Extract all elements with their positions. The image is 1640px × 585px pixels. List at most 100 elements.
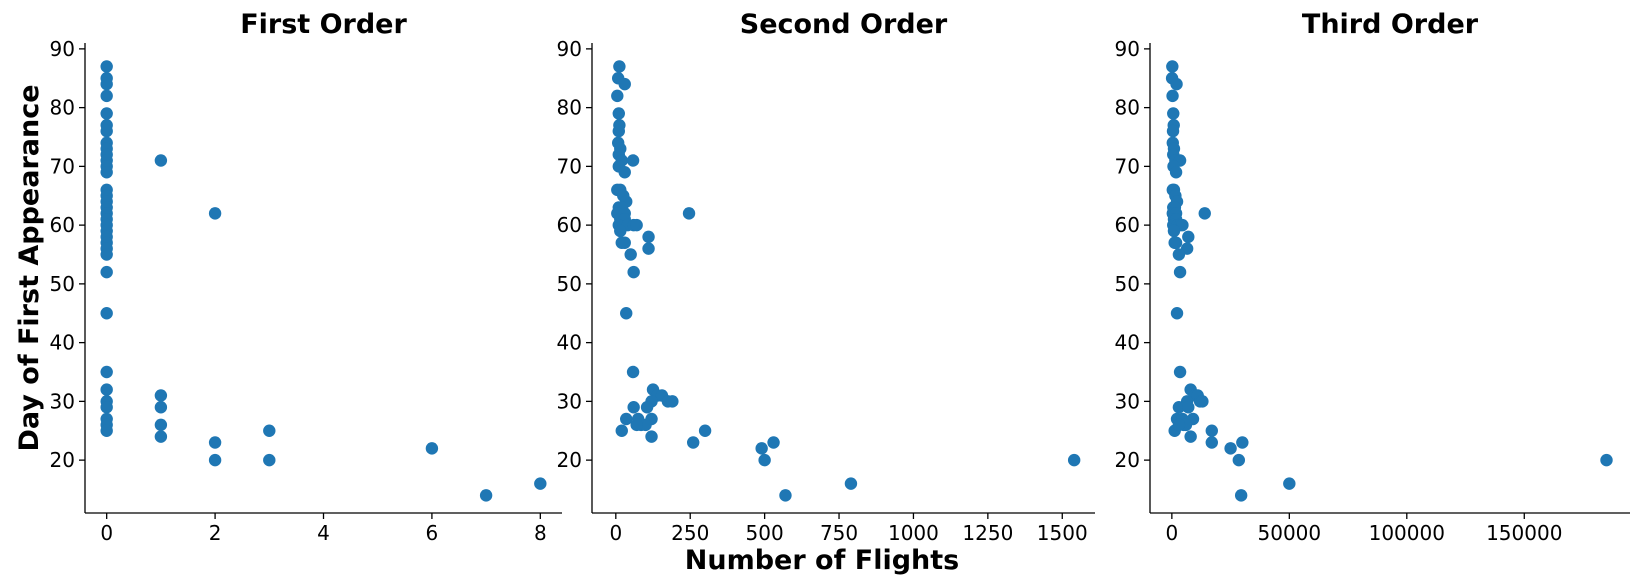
scatter-point — [620, 412, 633, 426]
scatter-point — [100, 383, 113, 396]
scatter-point — [100, 166, 113, 179]
scatter-point — [844, 477, 858, 490]
scatter-point — [1224, 442, 1237, 455]
scatter-point — [767, 436, 780, 449]
scatter-point — [618, 77, 631, 91]
scatter-point — [1205, 436, 1218, 449]
y-tick-label: 70 — [557, 154, 582, 178]
scatter-point — [1067, 453, 1081, 467]
y-tick-label: 30 — [50, 389, 75, 413]
scatter-point — [640, 401, 654, 414]
y-tick-label: 40 — [1115, 331, 1140, 355]
scatter-point — [639, 418, 652, 432]
y-tick-label: 90 — [557, 37, 582, 61]
scatter-point — [1170, 77, 1183, 91]
scatter-point — [611, 89, 624, 103]
scatter-point — [758, 453, 771, 467]
scatter-point — [208, 436, 222, 449]
y-tick-label: 40 — [50, 331, 75, 355]
scatter-point — [627, 265, 640, 279]
scatter-point — [100, 265, 113, 279]
y-tick-label: 30 — [557, 389, 582, 413]
scatter-point — [614, 224, 627, 238]
y-tick-label: 20 — [50, 448, 75, 472]
scatter-point — [626, 154, 640, 167]
scatter-point — [1182, 230, 1195, 244]
scatter-point — [1600, 453, 1613, 467]
y-tick-label: 50 — [50, 272, 75, 296]
panel-second-order: Second Order 0 250 500 750 1000 1250 1500 20 30 40… — [557, 9, 1095, 545]
x-tick-label: 4 — [317, 521, 330, 545]
scatter-point — [154, 154, 168, 167]
scatter-point — [1173, 365, 1187, 379]
x-tick-label: 0 — [1165, 521, 1178, 545]
x-tick-label: 1000 — [888, 521, 939, 545]
x-tick-label: 2 — [209, 521, 222, 545]
scatter-point — [613, 60, 626, 73]
scatter-point — [615, 424, 628, 437]
y-tick-label: 70 — [50, 154, 75, 178]
scatter-point — [479, 489, 493, 502]
scatter-point — [100, 77, 113, 91]
scatter-point — [779, 489, 792, 502]
y-tick-label: 90 — [1115, 37, 1140, 61]
x-axis-label: Number of Flights — [685, 545, 959, 576]
x-tick-label: 250 — [671, 521, 709, 545]
scatter-point — [618, 166, 631, 179]
scatter-point — [755, 442, 768, 455]
scatter-point — [1232, 453, 1246, 467]
y-tick-label: 20 — [557, 448, 582, 472]
x-tick-label: 1250 — [962, 521, 1013, 545]
scatter-point — [642, 230, 655, 244]
scatter-point — [100, 424, 113, 437]
y-tick-label: 80 — [50, 96, 75, 120]
scatter-point — [618, 236, 631, 249]
scatter-point — [626, 365, 640, 379]
x-tick-label: 500 — [746, 521, 784, 545]
scatter-point — [534, 477, 547, 490]
scatter-point — [1283, 477, 1296, 490]
x-tick-label: 0 — [100, 521, 113, 545]
scatter-point — [1166, 60, 1179, 73]
y-tick-label: 20 — [1115, 448, 1140, 472]
y-tick-label: 50 — [557, 272, 582, 296]
scatter-point — [1166, 124, 1180, 138]
scatter-point — [263, 424, 276, 437]
scatter-point — [263, 453, 276, 467]
y-tick-label: 40 — [557, 331, 582, 355]
scatter-point — [100, 124, 113, 138]
scatter-point — [1196, 395, 1209, 408]
scatter-point — [1172, 248, 1186, 261]
scatter-point — [1170, 307, 1184, 320]
scatter-point — [1169, 166, 1183, 179]
scatter-point — [666, 395, 679, 408]
scatter-point — [682, 207, 696, 220]
scatter-point — [1198, 207, 1211, 220]
scatter-point — [630, 418, 643, 432]
scatter-point — [686, 436, 700, 449]
y-tick-label: 80 — [557, 96, 582, 120]
x-tick-label: 100000 — [1369, 521, 1445, 545]
scatter-point — [100, 365, 113, 379]
scatter-point — [154, 401, 168, 414]
scatter-point — [1184, 430, 1197, 443]
scatter-point — [627, 401, 640, 414]
x-tick-label: 1500 — [1037, 521, 1088, 545]
x-tick-label: 8 — [534, 521, 547, 545]
y-tick-label: 60 — [557, 213, 582, 237]
scatter-point — [1172, 401, 1186, 414]
scatter-point — [100, 248, 113, 261]
scatter-point — [1172, 418, 1186, 432]
x-tick-label: 150000 — [1486, 521, 1562, 545]
scatter-point — [100, 107, 113, 120]
x-tick-label: 50000 — [1258, 521, 1322, 545]
scatter-point — [1167, 107, 1180, 120]
scatter-point — [645, 430, 658, 443]
scatter-point — [620, 307, 633, 320]
scatter-point — [624, 248, 637, 261]
scatter-point — [1173, 265, 1187, 279]
scatter-point — [100, 89, 113, 103]
scatter-point — [100, 307, 113, 320]
x-tick-label: 750 — [820, 521, 858, 545]
y-tick-label: 70 — [1115, 154, 1140, 178]
